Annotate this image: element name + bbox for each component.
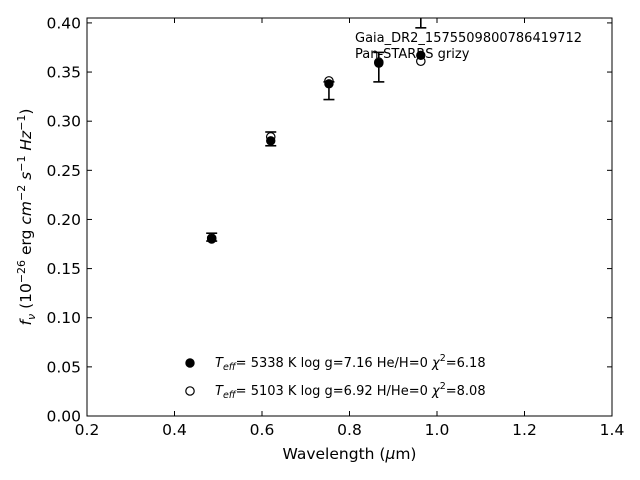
plot-layer [206, 18, 427, 244]
x-tick-label: 0.8 [337, 421, 362, 439]
legend-2-comp: H/He=0 [377, 384, 428, 399]
legend-1-logg: log g=7.16 [301, 356, 373, 371]
legend-entry-1: Teff= 5338 K log g=7.16 He/H=0 χ2=6.18 [215, 353, 486, 373]
legend-2-chi2: =8.08 [446, 384, 486, 399]
x-tick-label: 1.2 [512, 421, 537, 439]
legend-2-logg: log g=6.92 [301, 384, 373, 399]
legend: Teff= 5338 K log g=7.16 He/H=0 χ2=6.18 T… [185, 353, 486, 401]
legend-1-teff: 5338 K [251, 356, 297, 371]
y-tick-label: 0.05 [46, 358, 81, 376]
legend-marker-filled [185, 358, 195, 368]
model-point-filled [266, 136, 276, 146]
x-tick-label: 1.0 [425, 421, 450, 439]
model-point-filled [206, 234, 217, 244]
x-tick-label: 0.6 [250, 421, 275, 439]
model-point-filled [374, 58, 384, 68]
legend-2-teff: 5103 K [251, 384, 297, 399]
legend-1-chi2: =6.18 [446, 356, 486, 371]
x-tick-label: 0.2 [75, 421, 100, 439]
annotation-source-id: Gaia_DR2_1575509800786419712 [355, 31, 582, 46]
legend-entry-2: Teff= 5103 K log g=6.92 H/He=0 χ2=8.08 [215, 381, 486, 401]
model-point-filled [324, 79, 334, 89]
x-tick-label: 0.4 [162, 421, 187, 439]
y-tick-label: 0.40 [46, 14, 81, 32]
y-tick-label: 0.20 [46, 211, 81, 229]
annotation-survey: Pan-STARRS grizy [355, 47, 470, 62]
legend-1-comp: He/H=0 [377, 356, 428, 371]
x-axis-label: Wavelength (μm) [283, 445, 417, 463]
y-tick-label: 0.00 [46, 408, 81, 426]
model-point-filled [416, 50, 426, 61]
ticks-layer: 0.2 0.4 0.6 0.8 1.0 1.2 1.4 0.00 0.05 0.10 0.15 0.2… [46, 14, 624, 439]
y-tick-label: 0.15 [46, 260, 81, 278]
y-tick-label: 0.10 [46, 309, 81, 327]
x-tick-label: 1.4 [600, 421, 625, 439]
legend-marker-open [185, 386, 195, 396]
y-tick-label: 0.25 [46, 162, 81, 180]
y-axis-label: fν (10−26 erg cm−2 s−1 Hz−1) [15, 109, 38, 326]
y-tick-label: 0.35 [46, 64, 81, 82]
y-tick-label: 0.30 [46, 113, 81, 131]
